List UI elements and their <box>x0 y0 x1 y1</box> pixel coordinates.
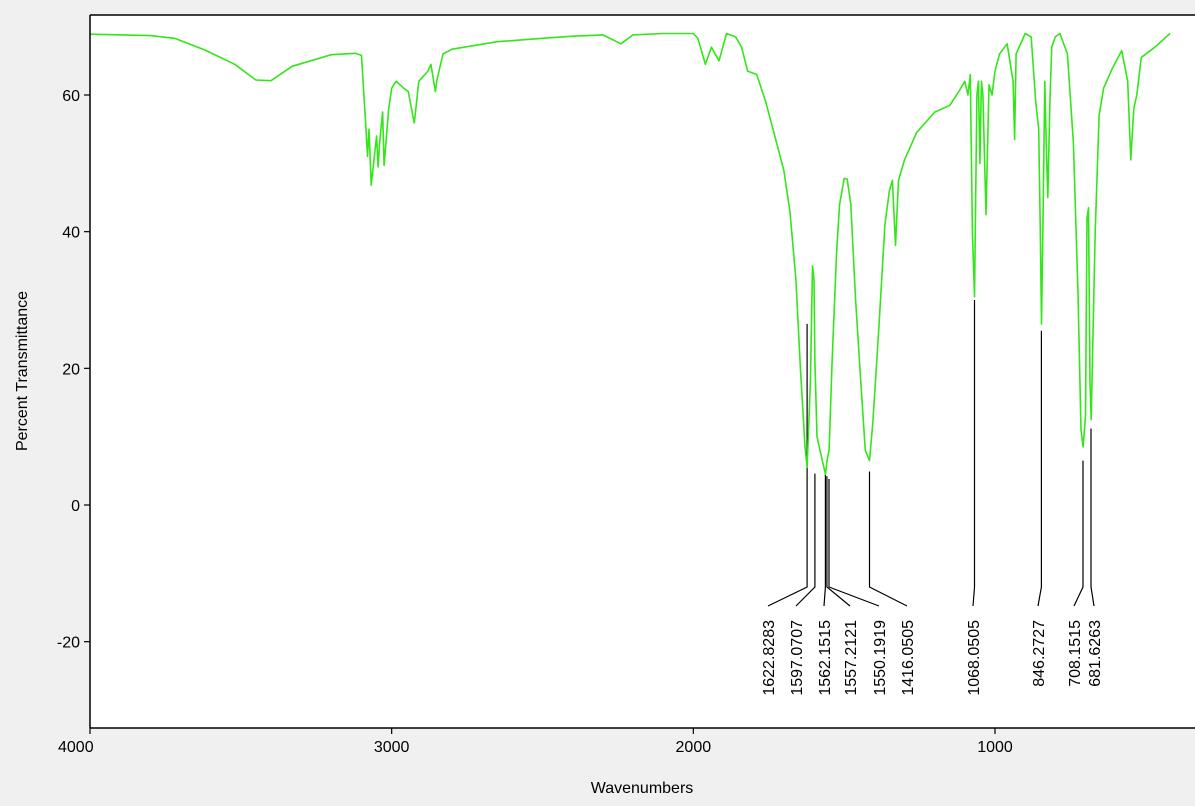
plot-area <box>90 15 1195 728</box>
peak-marker <box>1090 428 1095 607</box>
spectrum-line <box>89 32 1171 476</box>
peak-marker <box>1037 330 1042 607</box>
peak-marker <box>767 323 808 607</box>
x-tick-label: 1000 <box>977 739 1013 756</box>
peak-marker <box>828 479 880 607</box>
peak-marker <box>972 300 976 607</box>
peak-marker <box>823 469 826 607</box>
y-tick-label: -20 <box>57 635 80 652</box>
y-axis-ticks: 60 40 20 0 -20 <box>57 88 90 652</box>
y-tick-label: 0 <box>71 498 80 515</box>
peak-label: 1550.1919 <box>872 620 889 696</box>
peak-marker-lines <box>767 300 1095 607</box>
peak-marker <box>868 471 908 607</box>
peak-label: 1597.0707 <box>789 620 806 696</box>
x-axis-ticks: 4000 3000 2000 1000 <box>58 728 1013 756</box>
y-tick-label: 40 <box>62 225 80 242</box>
peak-label: 708.1515 <box>1067 620 1084 687</box>
peak-label: 681.6263 <box>1087 620 1104 687</box>
peak-label: 1562.1515 <box>817 620 834 696</box>
x-tick-label: 4000 <box>58 739 94 756</box>
peak-label: 846.2727 <box>1031 620 1048 687</box>
peak-marker <box>795 473 816 607</box>
y-tick-label: 60 <box>62 88 80 105</box>
x-tick-label: 2000 <box>676 739 712 756</box>
peak-label: 1622.8283 <box>761 620 778 696</box>
y-axis-title: Percent Transmittance <box>14 291 31 451</box>
peak-labels: 1622.8283 1597.0707 1562.1515 1557.2121 1550… <box>761 620 1104 696</box>
x-tick-label: 3000 <box>374 739 410 756</box>
peak-marker <box>1073 460 1084 607</box>
peak-label: 1557.2121 <box>843 620 860 696</box>
peak-label: 1416.0505 <box>900 620 917 696</box>
peak-marker <box>826 476 851 607</box>
x-axis-title: Wavenumbers <box>591 780 694 797</box>
y-tick-label: 20 <box>62 361 80 378</box>
peak-label: 1068.0505 <box>966 620 983 696</box>
